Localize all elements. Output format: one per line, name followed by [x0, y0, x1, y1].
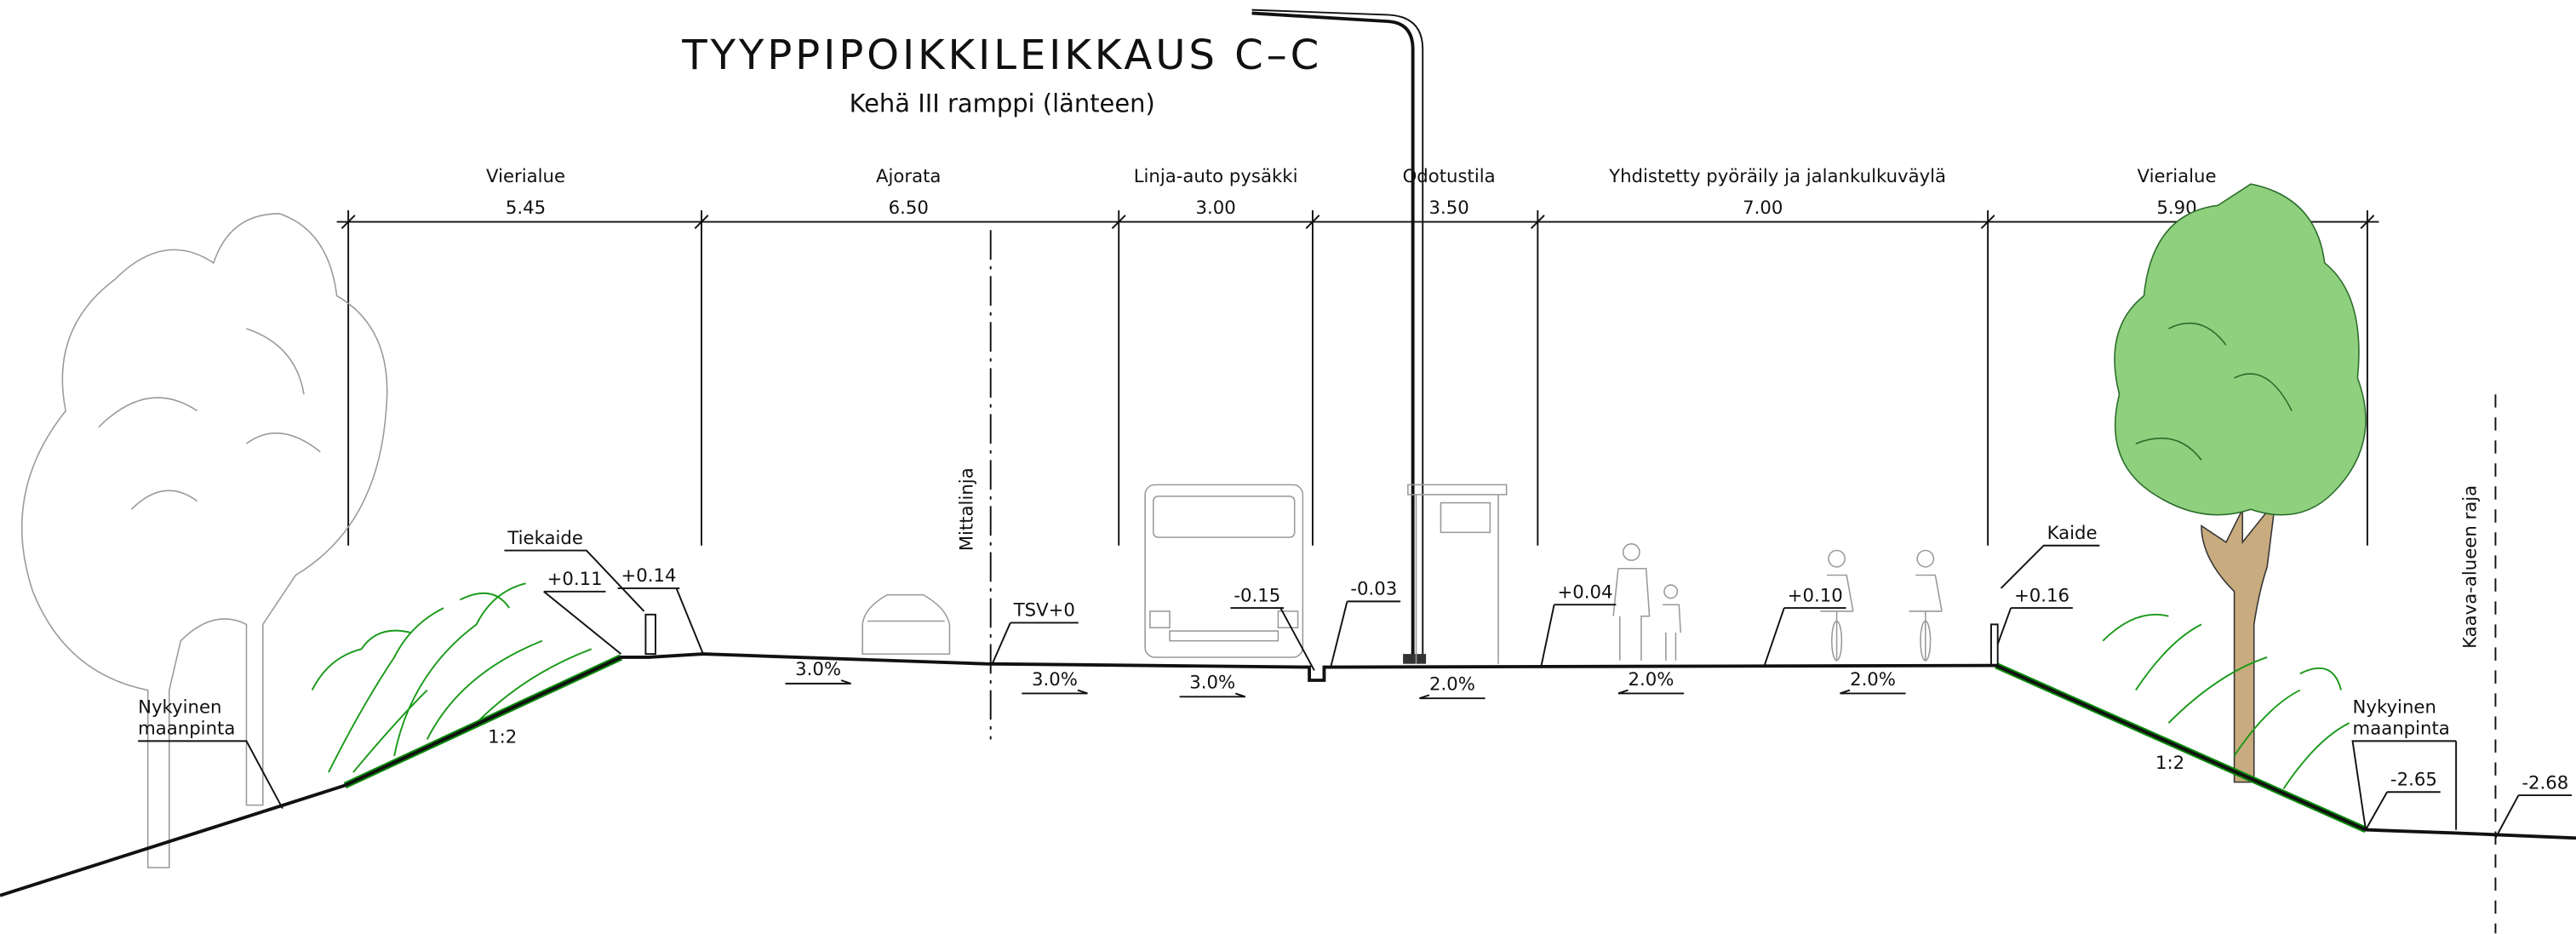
elevation: +0.11	[547, 569, 603, 590]
elevation: +0.14	[621, 565, 676, 587]
drawing-part	[1403, 654, 1426, 664]
section-name: Vierialue	[2138, 166, 2217, 187]
slope: 3.0%	[1032, 669, 1078, 690]
ground-label: maanpinta	[138, 719, 235, 740]
slope: 3.0%	[1189, 673, 1235, 694]
subtitle: Kehä III ramppi (länteen)	[850, 89, 1155, 117]
section-width: 5.45	[506, 198, 546, 219]
ground-label: Nykyinen	[138, 697, 221, 719]
section-width: 3.00	[1195, 198, 1235, 219]
embankment-slope: 1:2	[488, 726, 517, 748]
section-width: 7.00	[1743, 198, 1783, 219]
elevation: +0.04	[1557, 582, 1612, 604]
guardrail-label: Tiekaide	[507, 528, 583, 549]
title: TYYPPIPOIKKILEIKKAUS C–C	[681, 32, 1322, 79]
elevation: -0.15	[1234, 585, 1280, 606]
slope: 2.0%	[1629, 669, 1674, 690]
elevation: +0.16	[2014, 585, 2069, 606]
embankment-slope: 1:2	[2155, 753, 2184, 774]
cross-section: TYYPPIPOIKKILEIKKAUS C–C Kehä III ramppi…	[0, 0, 2576, 934]
plan-boundary: Kaava-alueen raja	[2459, 485, 2481, 649]
slope: 2.0%	[1850, 669, 1896, 690]
slope: 2.0%	[1429, 674, 1475, 696]
slope: 3.0%	[795, 659, 841, 680]
elevation: -0.03	[1350, 579, 1397, 600]
ground-label: maanpinta	[2353, 719, 2450, 740]
section-name: Odotustila	[1403, 166, 1496, 187]
ground-label: Nykyinen	[2353, 697, 2436, 719]
elevation: +0.10	[1788, 585, 1843, 606]
section-width: 3.50	[1429, 198, 1469, 219]
section-name: Ajorata	[876, 166, 941, 187]
elevation: TSV+0	[1013, 600, 1075, 622]
section-name: Linja-auto pysäkki	[1134, 166, 1298, 187]
elevation: -2.68	[2522, 772, 2568, 794]
mittalinja: Mittalinja	[956, 467, 977, 551]
section-width: 6.50	[889, 198, 929, 219]
section-name: Vierialue	[486, 166, 565, 187]
section-name: Yhdistetty pyöräily ja jalankulkuväylä	[1608, 166, 1946, 187]
elevation: -2.65	[2390, 770, 2437, 791]
railing-label: Kaide	[2047, 523, 2098, 544]
